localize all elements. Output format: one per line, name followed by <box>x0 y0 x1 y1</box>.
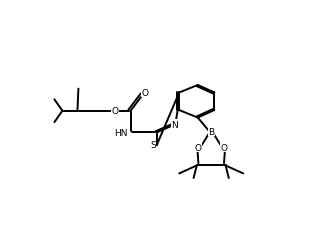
Text: N: N <box>171 120 178 129</box>
Text: O: O <box>142 88 149 97</box>
Text: O: O <box>220 143 228 152</box>
Text: O: O <box>111 107 118 116</box>
Text: O: O <box>195 143 202 152</box>
Text: S: S <box>150 141 156 150</box>
Text: B: B <box>208 127 214 136</box>
Text: HN: HN <box>115 128 128 137</box>
